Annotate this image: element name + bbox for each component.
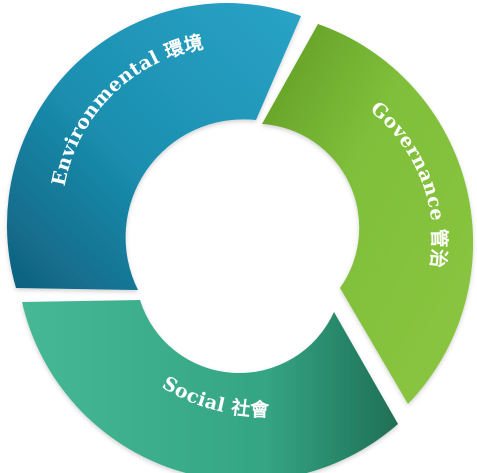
governance-segment: [262, 24, 474, 404]
environmental-segment: [6, 3, 302, 291]
center-hole: [134, 134, 338, 338]
social-segment: [22, 300, 398, 473]
